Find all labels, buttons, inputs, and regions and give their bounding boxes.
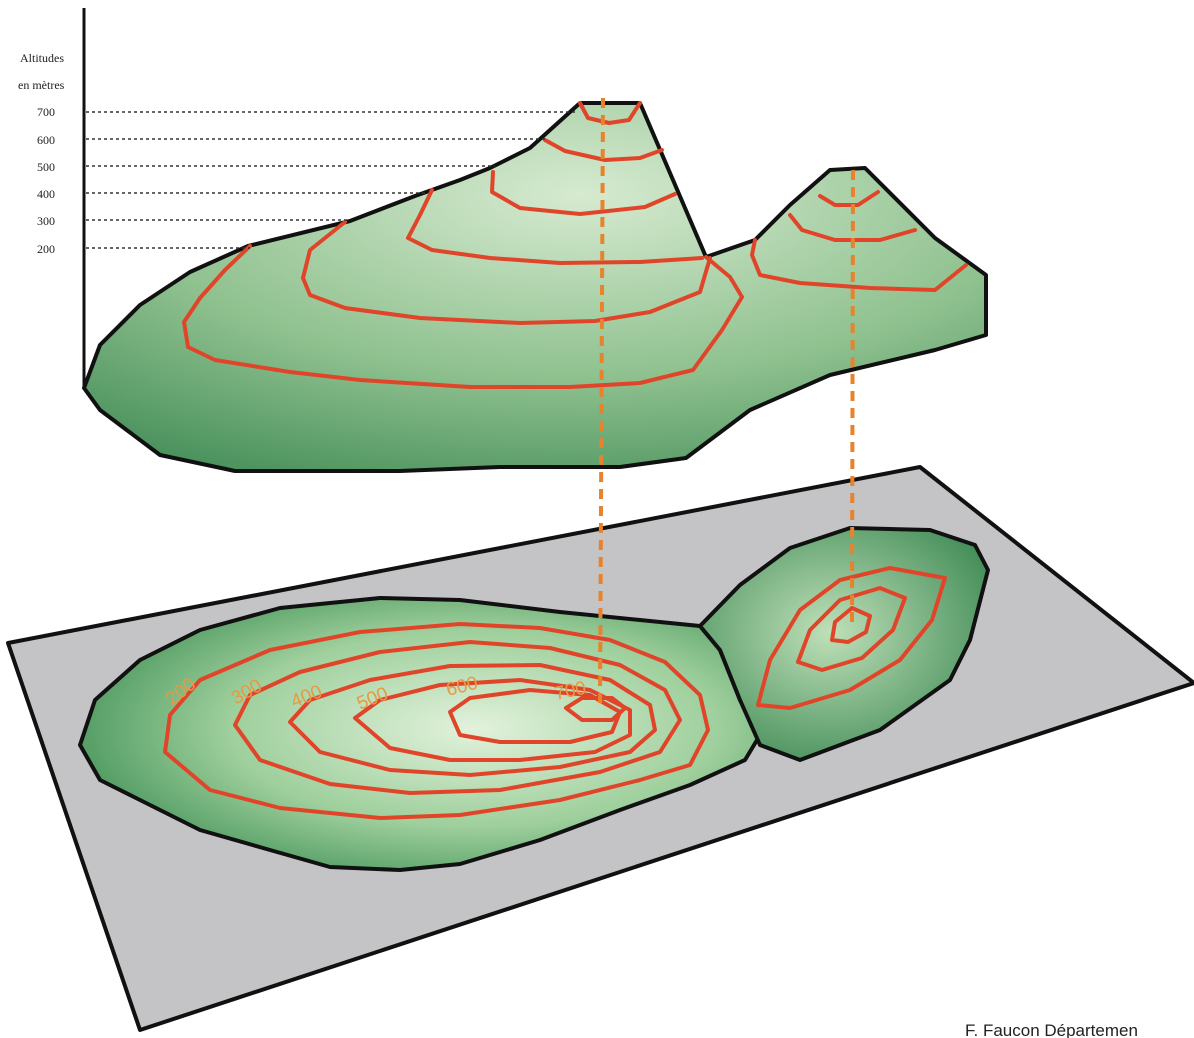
map-contour-200 (163, 622, 710, 820)
axis-tick-400: 400 (37, 187, 55, 201)
relief-contour-700 (578, 101, 642, 125)
relief-contour-2-400 (788, 213, 917, 242)
map-terrain-secondary (698, 526, 990, 762)
axis-tick-300: 300 (37, 214, 55, 228)
map-contour-2-300 (756, 566, 947, 710)
relief-contour-500 (490, 170, 677, 216)
map-contour-2-400 (796, 586, 907, 672)
relief-contour-200 (182, 244, 744, 389)
altitude-axis: Altitudes en mètres 700 600 500 400 300 … (18, 8, 578, 388)
relief-surface (82, 101, 988, 473)
map-contour-300 (233, 640, 682, 795)
map-contour-500 (353, 678, 632, 762)
map-contour-400 (288, 663, 657, 777)
axis-tick-500: 500 (37, 160, 55, 174)
relief-block: Altitudes en mètres 700 600 500 400 300 … (18, 8, 988, 473)
relief-contour-2-300 (750, 238, 968, 292)
axis-tick-600: 600 (37, 133, 55, 147)
axis-title-line2: en mètres (18, 78, 65, 92)
relief-contour-300 (301, 220, 712, 325)
projection-line-second-peak (850, 169, 855, 623)
relief-contour-600 (543, 138, 664, 162)
topographic-map: 200 300 400 500 600 700 (6, 465, 1194, 1032)
axis-tick-200: 200 (37, 242, 55, 256)
relief-contour-2-500 (818, 190, 880, 207)
credit-text: F. Faucon Départemen (965, 1021, 1138, 1038)
axis-tick-700: 700 (37, 105, 55, 119)
map-contour-2-500 (830, 606, 872, 644)
relief-contour-400 (406, 188, 704, 265)
axis-title-line1: Altitudes (20, 51, 64, 65)
map-contour-700 (564, 696, 627, 722)
map-contour-600 (448, 688, 622, 744)
